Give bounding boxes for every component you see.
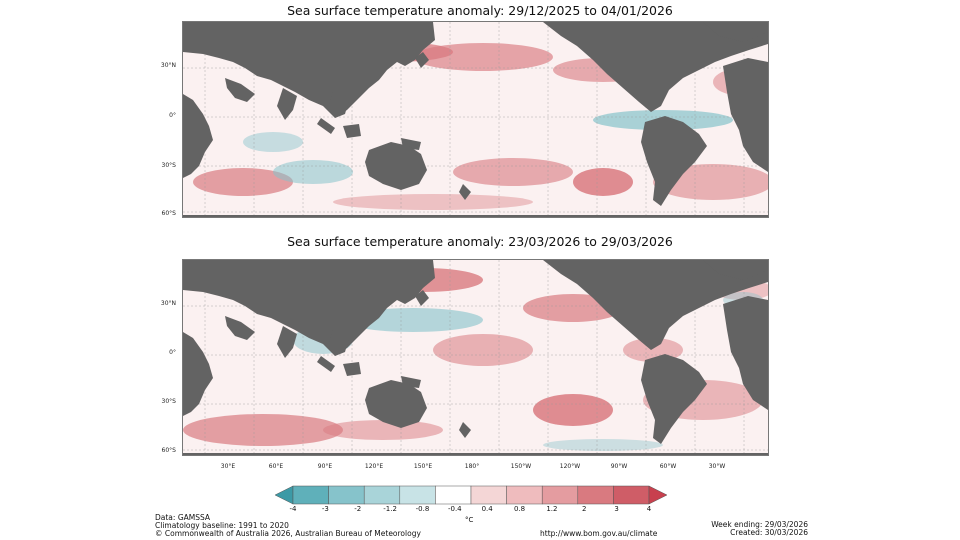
lon-label: 30°W <box>708 463 726 470</box>
land-borneo <box>343 362 361 376</box>
map-1-title: Sea surface temperature anomaly: 29/12/2… <box>287 3 673 18</box>
colorbar-segment <box>577 485 614 505</box>
colorbar-tick-label: -0.4 <box>447 505 462 513</box>
colorbar-tick-label: -2 <box>354 505 362 513</box>
footer-left: Data: GAMSSA Climatology baseline: 1991 … <box>155 514 421 538</box>
source-url[interactable]: http://www.bom.gov.au/climate <box>540 529 658 538</box>
land-arabia <box>225 78 255 102</box>
land-sumatra <box>317 118 335 134</box>
land-antarctica <box>183 453 768 455</box>
sst-anomaly-map-2 <box>182 259 769 456</box>
colorbar-tick-label: -0.8 <box>415 505 430 513</box>
map-2-title: Sea surface temperature anomaly: 23/03/2… <box>287 234 673 249</box>
colorbar-tick-label: -3 <box>321 505 329 513</box>
colorbar-tick-label: -4 <box>289 505 297 513</box>
land-samerica <box>641 116 707 206</box>
land-nz <box>459 184 471 200</box>
colorbar-tick-label: 3 <box>614 505 619 513</box>
lat-label: 30°S <box>161 162 176 169</box>
lon-label: 90°E <box>317 463 333 470</box>
lat-label: 30°N <box>160 62 176 69</box>
colorbar-tick-label: 1.2 <box>546 505 558 513</box>
colorbar-low-arrow <box>275 485 294 505</box>
lat-label: 60°S <box>161 447 176 454</box>
land-europeafr <box>723 58 768 172</box>
sst-anomaly-map-1 <box>182 21 769 218</box>
land-australia <box>365 380 427 428</box>
lon-label: 120°E <box>364 463 384 470</box>
land-namerica <box>543 260 768 350</box>
land-japan <box>415 52 429 68</box>
colorbar-segment <box>399 485 436 505</box>
lat-label: 0° <box>169 349 176 356</box>
land-samerica <box>641 354 707 444</box>
land-india <box>277 88 297 120</box>
lon-label: 60°E <box>268 463 284 470</box>
created-date: Created: 30/03/2026 <box>730 528 808 537</box>
lon-label: 150°E <box>413 463 433 470</box>
climatology-baseline: Climatology baseline: 1991 to 2020 <box>155 521 289 530</box>
lon-label: 30°E <box>220 463 236 470</box>
land-asia <box>183 22 435 118</box>
colorbar <box>275 485 667 505</box>
land-greenland <box>703 260 768 280</box>
colorbar-tick-label: 0.4 <box>481 505 493 513</box>
colorbar-segment <box>363 485 401 505</box>
land-namerica <box>543 22 768 112</box>
land-africa <box>183 94 213 178</box>
lon-label: 90°W <box>610 463 628 470</box>
land-africa <box>183 332 213 416</box>
land-europeafr <box>723 296 768 410</box>
lon-label: 150°W <box>510 463 532 470</box>
colorbar-unit: °C <box>465 516 474 524</box>
colorbar-tick-label: -1.2 <box>383 505 397 513</box>
colorbar-segment <box>506 485 543 505</box>
footer-right: Week ending: 29/03/2026 Created: 30/03/2… <box>711 521 808 537</box>
colorbar-segment <box>541 485 579 505</box>
colorbar-tick-label: 0.8 <box>513 505 526 513</box>
lon-label: 120°W <box>559 463 581 470</box>
land-greenland <box>703 22 768 42</box>
week-ending: Week ending: 29/03/2026 <box>711 520 808 529</box>
colorbar-segment <box>470 485 507 505</box>
land-india <box>277 326 297 358</box>
colorbar-high-arrow <box>648 485 667 505</box>
land-indochina <box>329 92 349 118</box>
land-antarctica <box>183 215 768 217</box>
land-nz <box>459 422 471 438</box>
land-sumatra <box>317 356 335 372</box>
colorbar-segment <box>292 485 329 505</box>
colorbar-tick-label: 4 <box>646 505 652 513</box>
colorbar-tick-label: 2 <box>582 505 587 513</box>
data-source: Data: GAMSSA <box>155 513 211 522</box>
lat-label: 0° <box>169 112 176 119</box>
land-indochina <box>329 330 349 356</box>
land-asia <box>183 260 435 356</box>
colorbar-segment <box>328 485 365 505</box>
lat-label: 30°N <box>160 300 176 307</box>
lat-label: 30°S <box>161 398 176 405</box>
land-arabia <box>225 316 255 340</box>
lat-label: 60°S <box>161 210 176 217</box>
copyright: © Commonwealth of Australia 2026, Austra… <box>155 529 421 538</box>
colorbar-segment <box>613 485 650 505</box>
land-borneo <box>343 124 361 138</box>
lon-label: 60°W <box>659 463 677 470</box>
colorbar-segment <box>435 485 472 505</box>
lon-label: 180° <box>464 463 480 470</box>
land-japan <box>415 290 429 306</box>
land-australia <box>365 142 427 190</box>
